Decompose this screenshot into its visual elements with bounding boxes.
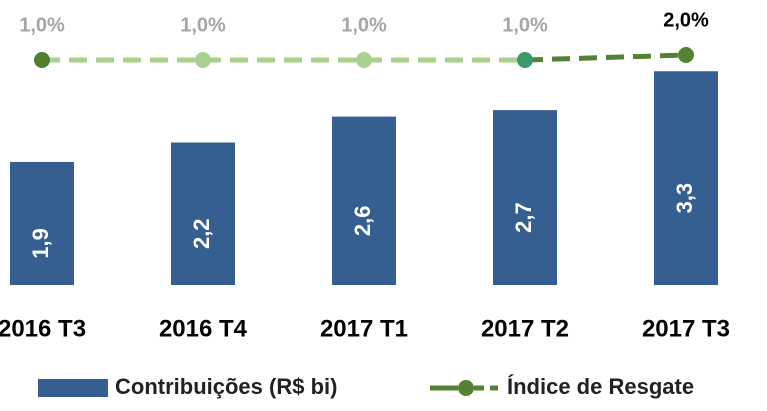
line-value-label: 1,0% [502, 14, 548, 36]
bar [10, 161, 74, 285]
legend-swatch [458, 380, 474, 396]
x-tick-label: 2017 T3 [642, 315, 730, 342]
bar [332, 116, 396, 285]
bar-value-label: 2,7 [511, 202, 536, 233]
line-value-label: 2,0% [663, 9, 709, 31]
bar [654, 71, 718, 285]
line-value-label: 1,0% [19, 14, 65, 36]
line-marker [517, 52, 533, 68]
line-marker [34, 52, 50, 68]
line-value-label: 1,0% [180, 14, 226, 36]
bar-value-label: 3,3 [672, 183, 697, 214]
legend-swatch [38, 379, 108, 397]
line-marker [356, 52, 372, 68]
line-marker [195, 52, 211, 68]
legend-label: Contribuições (R$ bi) [115, 374, 337, 399]
legend-label: Índice de Resgate [507, 374, 694, 399]
x-tick-label: 2017 T1 [320, 315, 408, 342]
bar-value-label: 2,2 [189, 218, 214, 249]
line-segment [524, 52, 687, 63]
line-value-label: 1,0% [341, 14, 387, 36]
x-tick-label: 2017 T2 [481, 315, 569, 342]
bar-value-label: 2,6 [350, 205, 375, 236]
x-tick-label: 2016 T4 [159, 315, 248, 342]
line-marker [678, 47, 694, 63]
bar-value-label: 1,9 [28, 228, 53, 259]
x-tick-label: 2016 T3 [0, 315, 86, 342]
bar [171, 142, 235, 285]
bar [493, 110, 557, 285]
